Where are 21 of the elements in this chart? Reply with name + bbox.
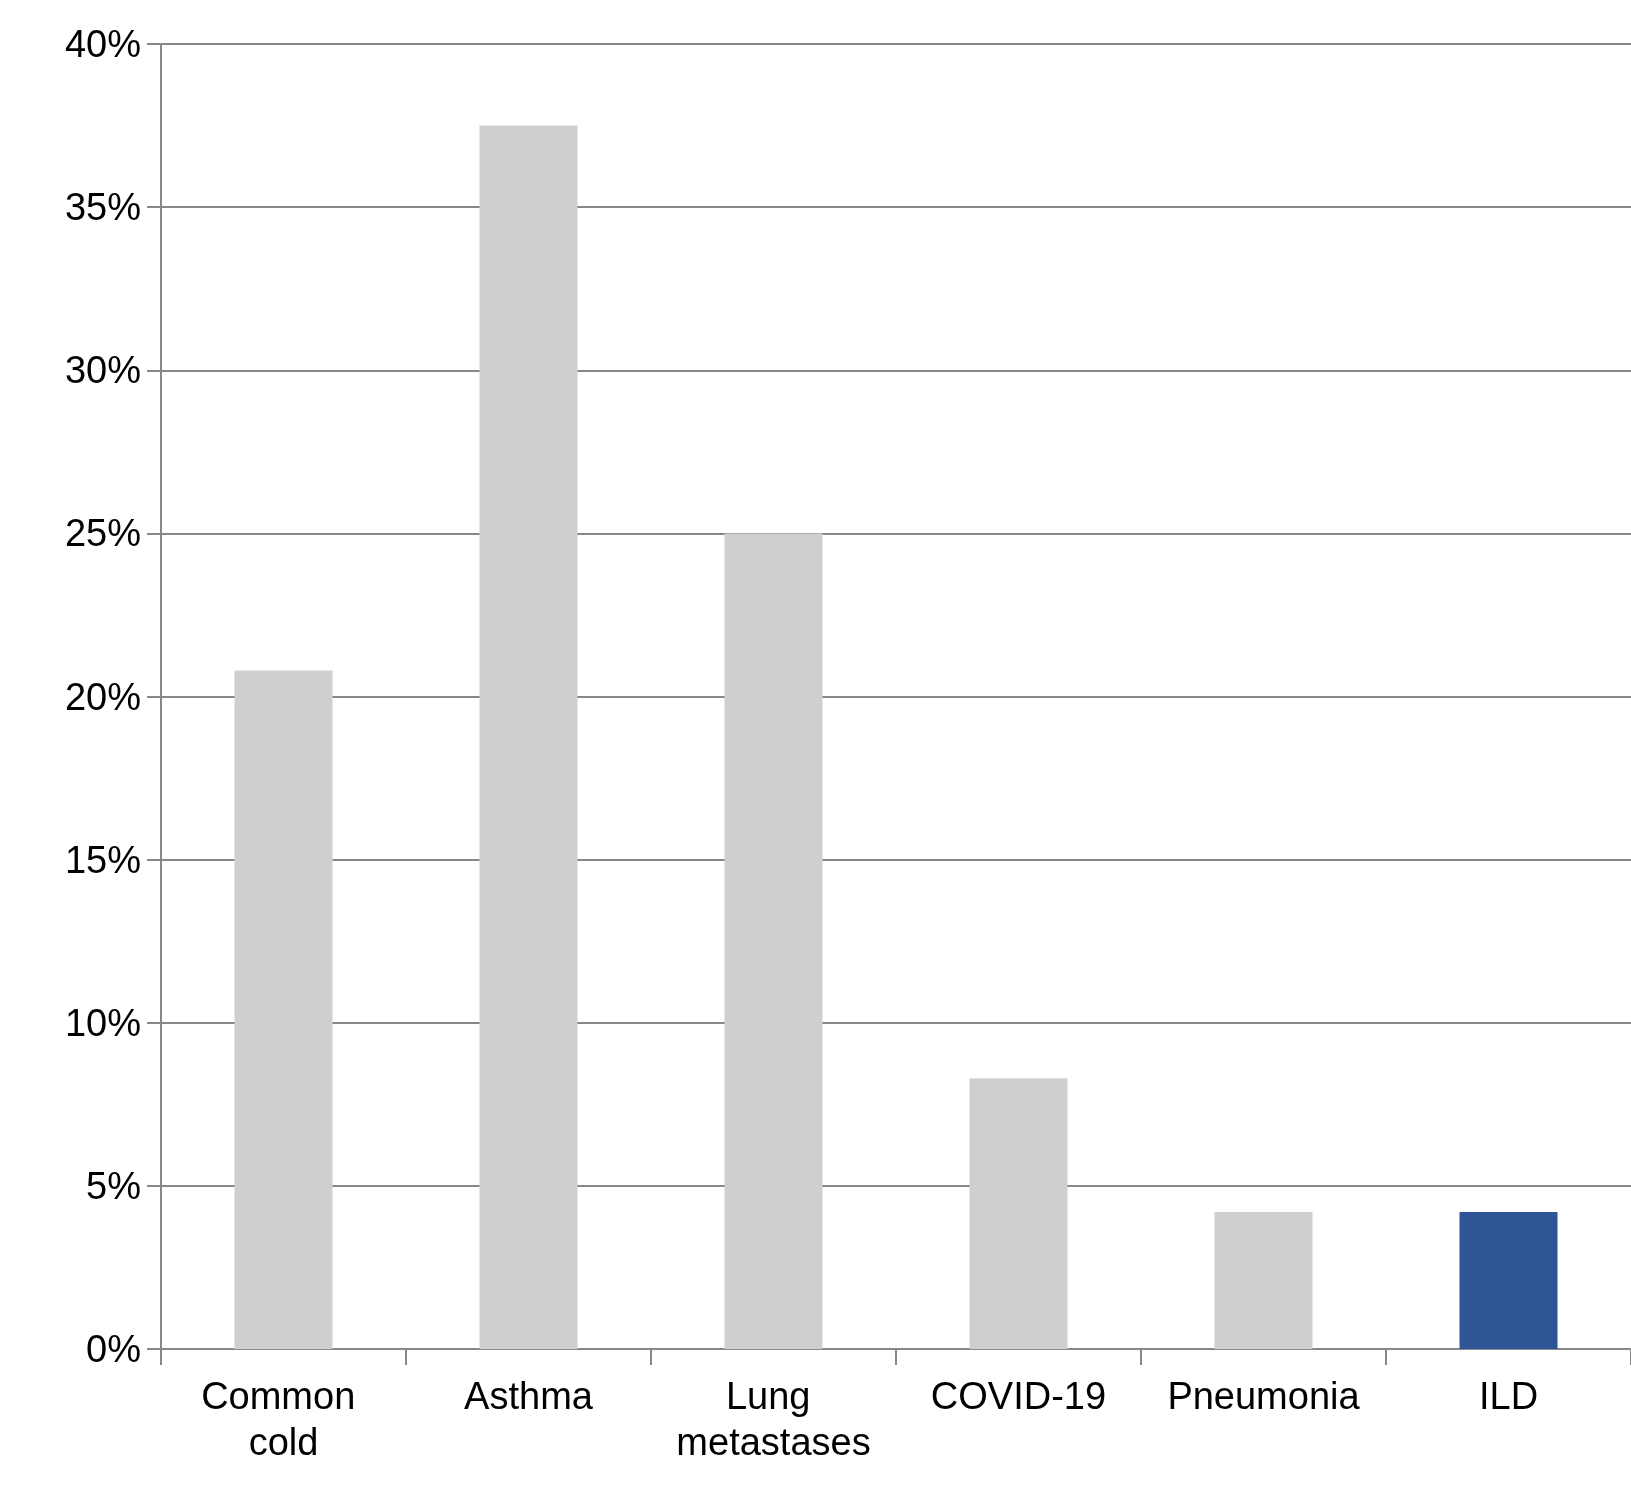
- y-tick-label: 40%: [64, 23, 141, 65]
- bar: [969, 1078, 1068, 1349]
- x-tick-label: Pneumonia: [1167, 1375, 1361, 1417]
- y-tick-label: 25%: [64, 512, 141, 555]
- y-tick-label: 35%: [64, 186, 141, 229]
- y-tick-label: 5%: [86, 1164, 141, 1207]
- bar: [724, 533, 823, 1349]
- x-tick-label: Asthma: [464, 1375, 594, 1417]
- x-tick-label: Common cold: [201, 1375, 366, 1463]
- x-tick-label: COVID-19: [930, 1375, 1107, 1417]
- x-tick-label: ILD: [1478, 1375, 1539, 1417]
- y-tick-label: 20%: [64, 675, 141, 718]
- bar: [479, 125, 578, 1349]
- y-tick-label: 10%: [64, 1001, 141, 1044]
- x-tick-label: Lung metastases: [676, 1375, 871, 1463]
- bar: [1214, 1211, 1313, 1349]
- y-tick-label: 0%: [86, 1328, 141, 1370]
- y-tick-label: 30%: [64, 349, 141, 392]
- y-tick-label: 15%: [64, 838, 141, 881]
- bar: [234, 670, 333, 1349]
- bar: [1459, 1211, 1558, 1349]
